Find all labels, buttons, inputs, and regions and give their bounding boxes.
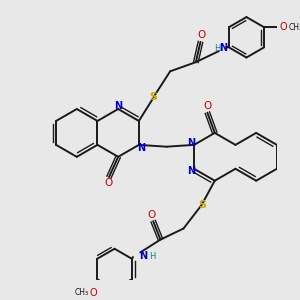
Text: H: H [214, 44, 220, 53]
Text: O: O [203, 101, 211, 111]
Text: N: N [138, 142, 146, 153]
Text: N: N [114, 101, 122, 111]
Text: CH₃: CH₃ [288, 23, 300, 32]
Text: O: O [147, 210, 155, 220]
Text: O: O [280, 22, 287, 32]
Text: CH₃: CH₃ [74, 288, 88, 297]
Text: N: N [219, 43, 227, 53]
Text: O: O [197, 31, 206, 40]
Text: N: N [187, 138, 195, 148]
Text: O: O [105, 178, 113, 188]
Text: S: S [198, 200, 206, 210]
Text: S: S [150, 92, 158, 102]
Text: N: N [139, 251, 147, 261]
Text: N: N [187, 166, 195, 176]
Text: O: O [90, 288, 97, 298]
Text: H: H [149, 252, 155, 261]
